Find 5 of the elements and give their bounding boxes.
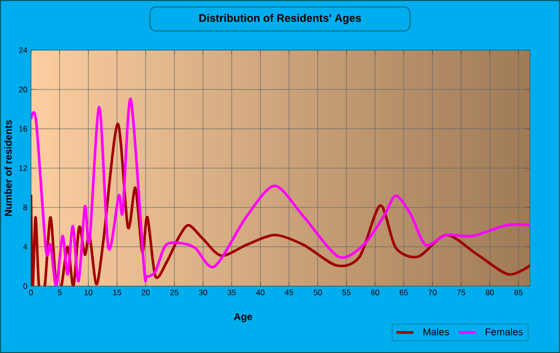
- x-axis-title: Age: [234, 313, 252, 322]
- y-axis-title: Number of residents: [4, 120, 12, 216]
- legend-label: Females: [486, 328, 523, 336]
- legend-label: Males: [424, 328, 449, 336]
- chart-title: Distribution of Residents' Ages: [199, 14, 361, 24]
